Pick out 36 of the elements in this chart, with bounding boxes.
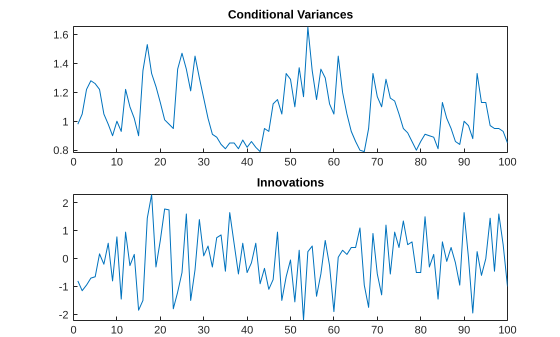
line-series — [77, 194, 508, 320]
x-tick-label: 10 — [110, 324, 124, 336]
x-tick-label: 60 — [328, 324, 340, 336]
x-tick-label: 40 — [240, 324, 254, 336]
x-tick-label: 30 — [198, 156, 210, 168]
y-tick-label: 1 — [62, 116, 69, 128]
y-tick-label: 0.8 — [53, 145, 69, 158]
x-tick-label: 50 — [284, 324, 297, 336]
x-tick-label: 100 — [498, 156, 517, 168]
y-tick-label: 2 — [62, 198, 69, 210]
x-tick-label: 10 — [110, 156, 124, 168]
x-tick-label: 100 — [498, 324, 517, 336]
x-tick-label: 70 — [371, 324, 384, 336]
x-tick-label: 70 — [371, 156, 384, 168]
x-tick-label: 50 — [284, 156, 297, 168]
y-tick-label: -2 — [58, 309, 68, 322]
x-tick-label: 20 — [154, 324, 166, 336]
x-tick-label: 80 — [414, 156, 427, 168]
x-tick-label: 40 — [240, 156, 254, 168]
x-tick-label: 90 — [458, 324, 470, 336]
x-tick-label: 0 — [70, 156, 77, 168]
y-tick-label: -1 — [58, 281, 68, 294]
y-tick-label: 1 — [62, 226, 69, 238]
line-series — [77, 26, 508, 152]
x-tick-label: 0 — [70, 324, 77, 336]
y-tick-label: 1.2 — [53, 87, 69, 100]
y-tick-label: 1.4 — [53, 58, 69, 70]
y-tick-label: 1.6 — [53, 29, 69, 42]
x-tick-label: 20 — [154, 156, 166, 168]
x-tick-label: 30 — [198, 324, 210, 336]
y-tick-label: 0 — [62, 254, 69, 266]
x-tick-label: 60 — [328, 156, 340, 168]
chart-title: Conditional Variances — [228, 8, 354, 22]
x-tick-label: 80 — [414, 324, 427, 336]
x-tick-label: 90 — [458, 156, 470, 168]
chart-title: Innovations — [256, 176, 324, 190]
